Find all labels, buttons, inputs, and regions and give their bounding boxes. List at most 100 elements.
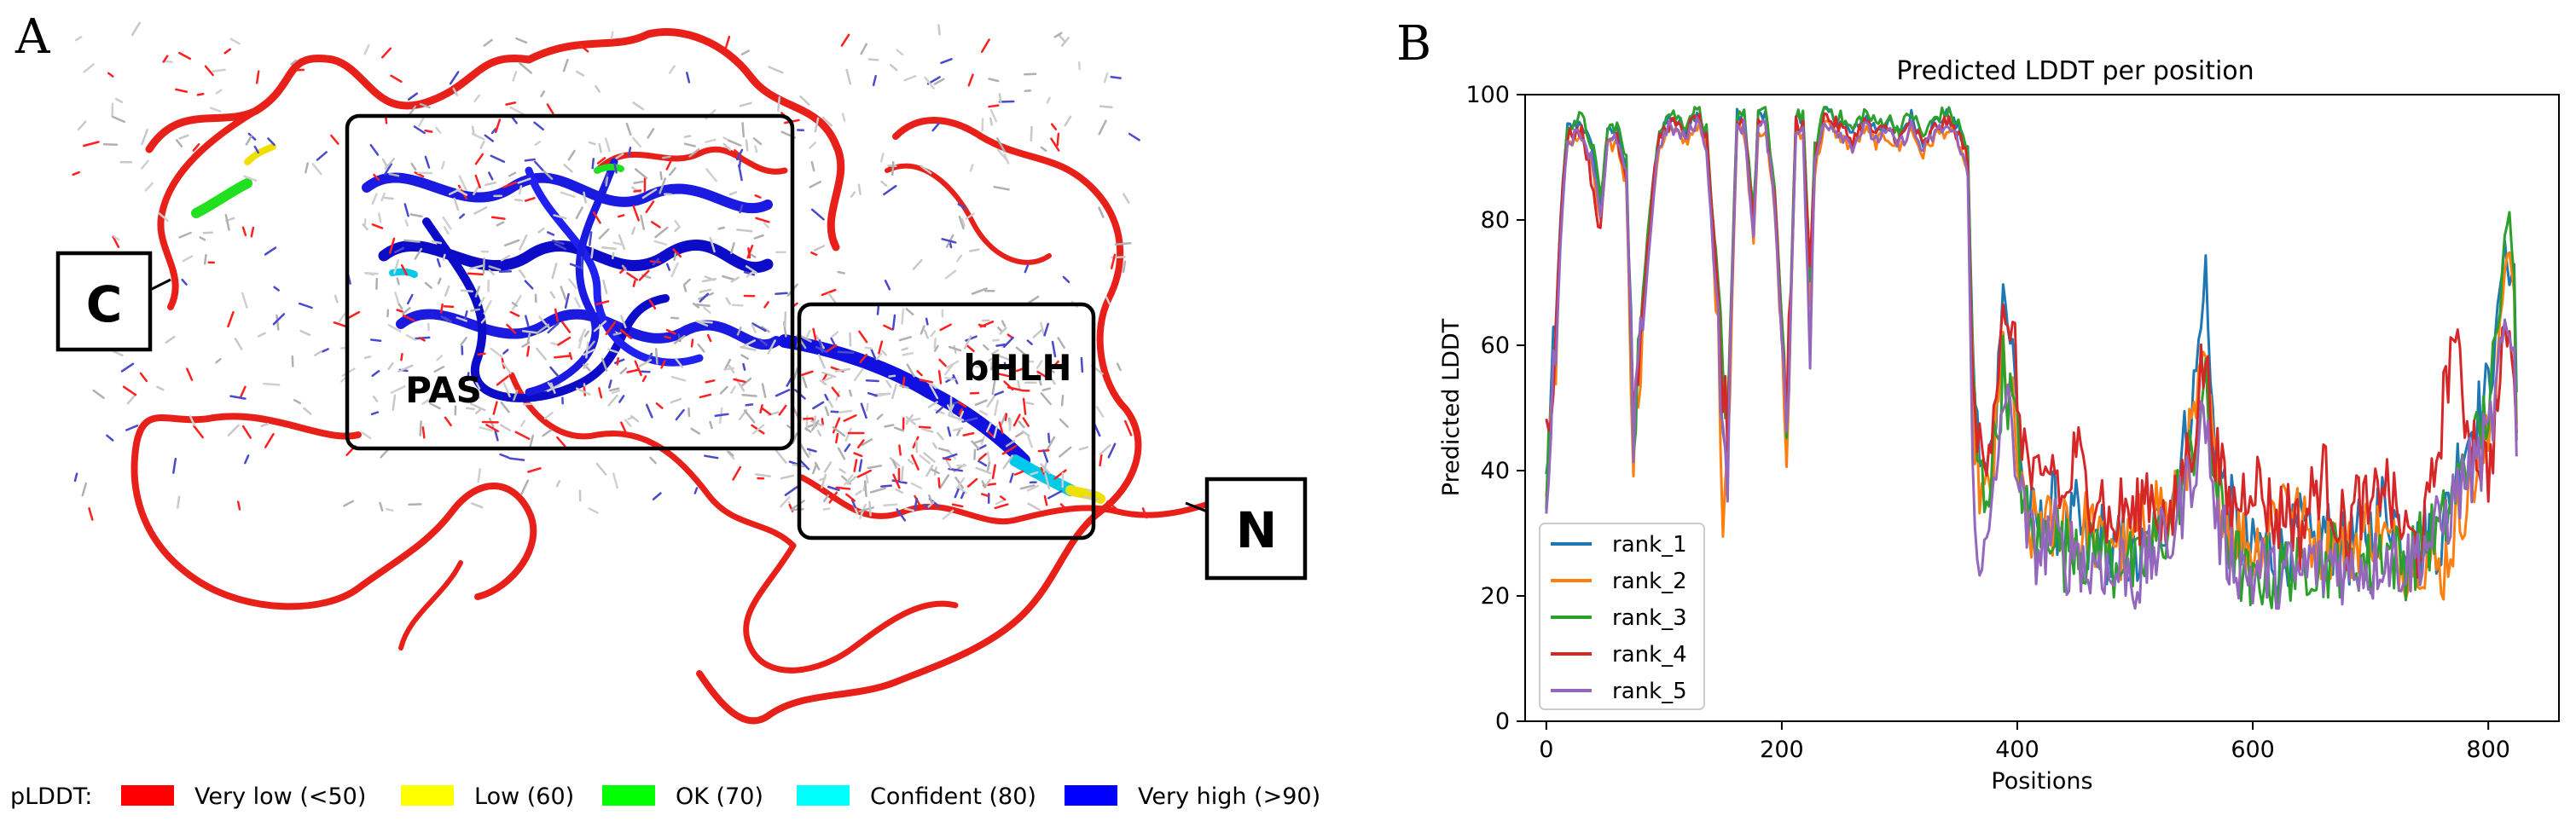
key-label-very-low: Very low (<50) [194, 783, 366, 810]
side-chain-stick [592, 211, 601, 224]
side-chain-stick [1003, 380, 1014, 391]
side-chain-stick [853, 459, 858, 472]
side-chain-stick [424, 155, 431, 169]
side-chain-stick [512, 294, 522, 310]
side-chain-stick [1062, 275, 1070, 284]
side-chain-stick [915, 439, 919, 454]
loop-segment [743, 542, 959, 674]
side-chain-stick [397, 364, 414, 373]
side-chain-stick [761, 383, 767, 398]
side-chain-stick [421, 426, 426, 439]
side-chain-stick [465, 407, 475, 410]
side-chain-stick [1046, 436, 1056, 451]
side-chain-stick [406, 293, 414, 305]
side-chain-stick [954, 487, 960, 499]
side-chain-stick [547, 322, 560, 334]
side-chain-stick [948, 404, 954, 417]
side-chain-stick [602, 279, 608, 295]
side-chain-stick [845, 68, 852, 85]
side-chain-stick [818, 339, 824, 354]
side-chain-stick [649, 456, 657, 465]
side-chain-stick [986, 461, 990, 471]
side-chain-stick [675, 408, 685, 421]
y-axis-label: Predicted LDDT [1438, 318, 1465, 496]
helix-segment [525, 166, 704, 367]
side-chain-stick [106, 434, 114, 442]
side-chain-stick [743, 409, 756, 424]
side-chain-stick [418, 337, 426, 342]
side-chain-stick [500, 401, 510, 413]
side-chain-stick [1099, 443, 1111, 456]
side-chain-stick [433, 366, 445, 373]
side-chain-stick [811, 419, 820, 431]
side-chain-stick [728, 450, 734, 457]
side-chain-stick [526, 332, 531, 344]
side-chain-stick [741, 393, 757, 397]
side-chain-stick [577, 336, 583, 349]
side-chain-stick [628, 147, 632, 157]
side-chain-stick [196, 92, 205, 96]
side-chain-stick [1057, 33, 1066, 43]
side-chain-stick [1099, 454, 1103, 467]
side-chain-stick [675, 357, 684, 368]
side-chain-stick [709, 420, 713, 430]
side-chain-stick [387, 361, 394, 371]
side-chain-stick [440, 315, 449, 322]
side-chain-stick [693, 487, 699, 494]
side-chain-stick [620, 421, 629, 437]
side-chain-stick [141, 129, 148, 146]
side-chain-stick [405, 333, 417, 341]
side-chain-stick [979, 321, 995, 328]
side-chain-stick [673, 252, 677, 262]
side-chain-stick [883, 184, 897, 196]
side-chain-stick [831, 386, 840, 397]
side-chain-stick [672, 248, 682, 258]
side-chain-stick [751, 424, 765, 435]
side-chain-stick [741, 122, 746, 138]
side-chain-stick [467, 388, 481, 399]
key-label-confident: Confident (80) [870, 783, 1036, 810]
side-chain-stick [686, 72, 691, 84]
side-chain-stick [998, 421, 1004, 435]
side-chain-stick [736, 148, 744, 161]
side-chain-stick [92, 389, 105, 399]
side-chain-stick [473, 94, 480, 103]
side-chain-stick [403, 239, 421, 243]
side-chain-stick [608, 387, 620, 392]
side-chain-stick [612, 332, 622, 336]
side-chain-stick [697, 343, 705, 353]
side-chain-stick [994, 390, 1004, 396]
side-chain-stick [832, 417, 841, 434]
side-chain-stick [1040, 146, 1047, 153]
side-chain-stick [996, 327, 1003, 332]
side-chain-stick [604, 137, 611, 153]
side-chain-stick [1110, 75, 1122, 79]
side-chain-stick [126, 393, 137, 405]
side-chain-stick [178, 231, 192, 239]
side-chain-stick [640, 370, 651, 373]
side-chain-stick [567, 149, 576, 161]
side-chain-stick [322, 348, 329, 353]
side-chain-stick [540, 90, 546, 98]
side-chain-stick [1030, 471, 1039, 476]
side-chain-stick [928, 494, 933, 504]
side-chain-stick [474, 153, 484, 165]
side-chain-stick [583, 362, 589, 369]
side-chain-stick [1082, 495, 1099, 501]
side-chain-stick [379, 501, 384, 512]
side-chain-stick [843, 474, 854, 486]
side-chain-stick [1050, 137, 1060, 152]
side-chain-stick [408, 503, 422, 506]
side-chain-stick [742, 339, 757, 348]
side-chain-stick [484, 134, 495, 142]
side-chain-stick [739, 101, 752, 107]
side-chain-stick [632, 101, 645, 111]
side-chain-stick [993, 185, 1010, 191]
side-chain-stick [923, 452, 936, 463]
c-terminus-label: C [86, 275, 123, 333]
y-tick-label: 100 [1465, 82, 1510, 108]
side-chain-stick [533, 121, 544, 131]
side-chain-stick [932, 442, 937, 449]
panel-a-letter: A [15, 9, 50, 65]
side-chain-stick [705, 379, 716, 384]
